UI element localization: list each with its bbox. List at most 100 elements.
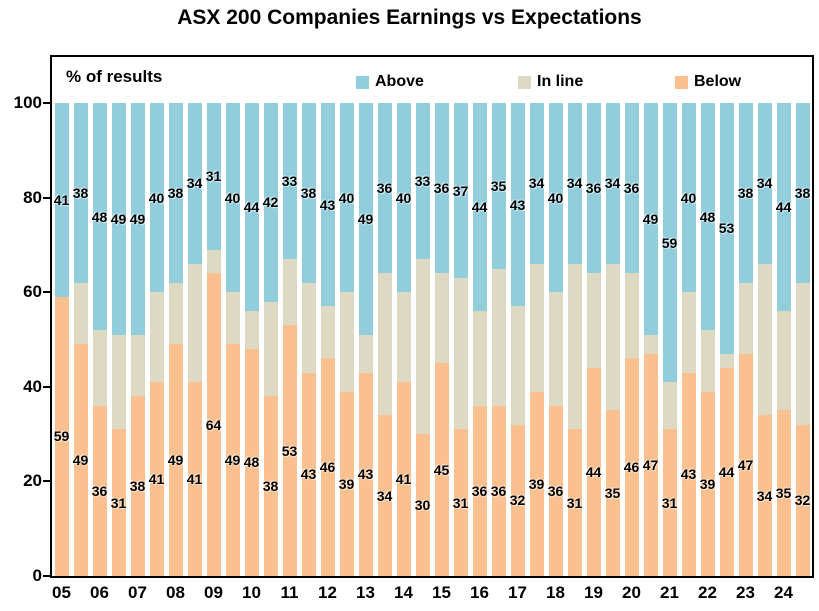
bar-segment-above <box>548 103 563 293</box>
bar-label-above: 48 <box>91 208 108 225</box>
bar-segment-above <box>605 103 620 264</box>
bar-label-below: 41 <box>186 471 203 488</box>
bar-segment-in-line <box>149 292 164 383</box>
bar-segment-above <box>263 103 278 302</box>
bar-segment-above <box>111 103 126 335</box>
bar-segment-above <box>396 103 411 293</box>
bar-label-below: 47 <box>737 456 754 473</box>
bar-label-above: 49 <box>129 210 146 227</box>
bar-label-above: 36 <box>585 180 602 197</box>
bar-segment-above <box>719 103 734 354</box>
bar-label-above: 31 <box>205 168 222 185</box>
bar-label-below: 41 <box>148 471 165 488</box>
bar-segment-in-line <box>529 263 544 392</box>
bar-label-above: 33 <box>281 173 298 190</box>
bar-segment-above <box>567 103 582 264</box>
bar-label-above: 43 <box>319 196 336 213</box>
bar-segment-below <box>396 382 411 576</box>
bar-label-below: 53 <box>281 442 298 459</box>
bar-segment-above <box>73 103 88 283</box>
bar-segment-above <box>643 103 658 335</box>
bar-label-above: 40 <box>395 189 412 206</box>
bar-segment-below <box>111 429 126 576</box>
bar-segment-above <box>377 103 392 274</box>
bar-segment-in-line <box>130 334 145 397</box>
bar-label-below: 47 <box>642 456 659 473</box>
bar-segment-in-line <box>263 301 278 397</box>
bar-segment-above <box>586 103 601 274</box>
bar-segment-below <box>719 367 734 576</box>
bar-label-below: 31 <box>110 494 127 511</box>
bar-segment-in-line <box>586 273 601 368</box>
x-axis-label: 06 <box>90 583 109 602</box>
plot-area: % of results Above In line Below 59 41 49 3… <box>50 55 814 578</box>
bar-segment-below <box>377 415 392 576</box>
bar-segment-above <box>453 103 468 279</box>
bar-segment-in-line <box>168 282 183 345</box>
x-axis-label: 08 <box>166 583 185 602</box>
legend-item-in-line: In line <box>518 73 583 91</box>
x-axis-label: 13 <box>356 583 375 602</box>
bar-label-above: 53 <box>718 220 735 237</box>
bar-segment-below <box>149 382 164 576</box>
bar-segment-above <box>795 103 810 283</box>
bar-label-above: 48 <box>699 208 716 225</box>
bar-segment-above <box>529 103 544 264</box>
bar-segment-below <box>795 424 810 576</box>
bar-label-below: 46 <box>623 459 640 476</box>
bar-segment-below <box>681 372 696 576</box>
bar-segment-above <box>434 103 449 274</box>
bar-segment-below <box>529 391 544 576</box>
bar-segment-below <box>168 344 183 576</box>
bar-label-above: 40 <box>224 189 241 206</box>
bar-segment-below <box>415 434 430 576</box>
bar-label-below: 43 <box>357 466 374 483</box>
bar-segment-in-line <box>624 273 639 359</box>
x-axis-label: 10 <box>242 583 261 602</box>
bar-segment-above <box>491 103 506 269</box>
bar-label-below: 48 <box>243 454 260 471</box>
bar-label-below: 32 <box>509 492 526 509</box>
bar-segment-in-line <box>187 263 202 383</box>
x-axis-label: 23 <box>736 583 755 602</box>
bar-label-below: 38 <box>129 478 146 495</box>
bar-label-below: 35 <box>604 485 621 502</box>
bar-label-above: 34 <box>756 175 773 192</box>
bar-segment-below <box>643 353 658 576</box>
bar-label-above: 59 <box>661 234 678 251</box>
bar-label-below: 49 <box>167 452 184 469</box>
bar-segment-below <box>605 410 620 576</box>
bar-segment-above <box>187 103 202 264</box>
bar-segment-in-line <box>453 278 468 430</box>
bar-label-above: 40 <box>338 189 355 206</box>
bar-label-below: 39 <box>528 475 545 492</box>
bar-segment-below <box>700 391 715 576</box>
y-axis-tick <box>43 575 50 577</box>
bar-label-below: 49 <box>72 452 89 469</box>
bar-segment-in-line <box>377 273 392 416</box>
bar-label-above: 38 <box>167 184 184 201</box>
bar-label-below: 36 <box>471 482 488 499</box>
bar-label-above: 44 <box>243 199 260 216</box>
bar-label-below: 38 <box>262 478 279 495</box>
bar-segment-in-line <box>339 292 354 392</box>
bar-segment-below <box>510 424 525 576</box>
y-axis-label: 0 <box>32 566 42 585</box>
bar-segment-in-line <box>282 259 297 326</box>
bar-segment-below <box>206 273 221 576</box>
bar-label-below: 31 <box>661 494 678 511</box>
legend-swatch-below <box>675 75 688 89</box>
bar-label-above: 38 <box>794 184 811 201</box>
bar-label-below: 36 <box>91 482 108 499</box>
bar-label-below: 34 <box>756 487 773 504</box>
bar-label-below: 36 <box>547 482 564 499</box>
legend-label-in-line: In line <box>537 73 584 90</box>
bar-label-above: 34 <box>528 175 545 192</box>
bar-segment-in-line <box>358 334 373 373</box>
bar-segment-above <box>206 103 221 250</box>
bar-segment-above <box>301 103 316 283</box>
bar-label-above: 41 <box>53 191 70 208</box>
bar-label-above: 38 <box>72 184 89 201</box>
bar-label-below: 39 <box>338 475 355 492</box>
